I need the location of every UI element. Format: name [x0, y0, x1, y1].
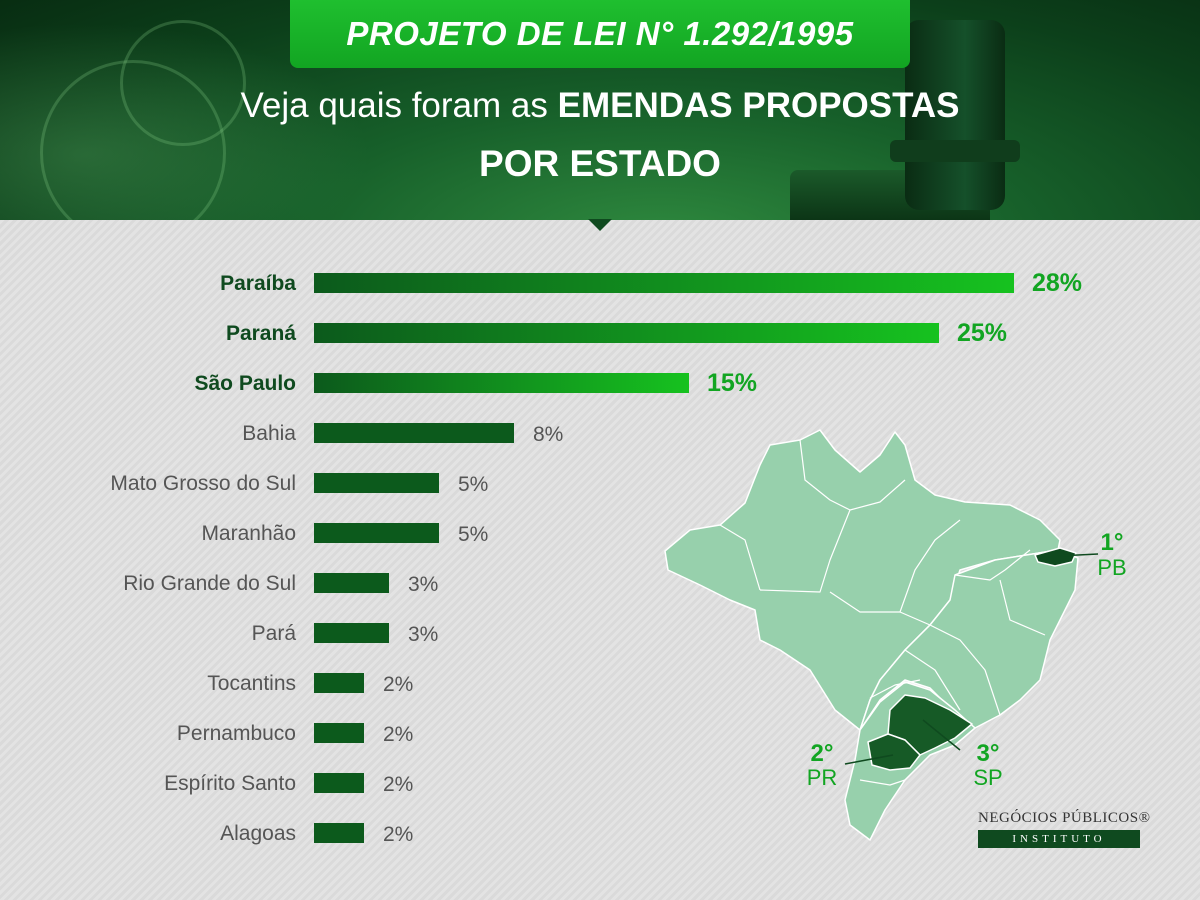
- sp-pointer-line: [922, 719, 961, 751]
- category-label: Maranhão: [201, 522, 296, 545]
- rank-2-number: 2°: [811, 740, 834, 767]
- value-label: 15%: [707, 369, 757, 397]
- bar: [314, 823, 364, 843]
- brazil-map: [664, 429, 1079, 841]
- category-label: Pará: [252, 622, 297, 645]
- bar: [314, 423, 514, 443]
- category-label: Pernambuco: [177, 722, 296, 745]
- value-label: 2%: [383, 773, 413, 796]
- pr-pointer-line: [844, 754, 894, 765]
- category-label: Mato Grosso do Sul: [110, 472, 296, 495]
- rank-3-state: SP: [973, 765, 1002, 790]
- category-label: Bahia: [242, 422, 296, 445]
- justice-scale-decoration: [120, 20, 246, 146]
- bar: [314, 523, 439, 543]
- bar-group: Paraíba 28% Paraná 25% São Paulo 15% Bahia 8% Ma…: [110, 269, 1082, 846]
- header-banner: PROJETO DE LEI N° 1.292/1995 Veja quais …: [0, 0, 1200, 220]
- value-label: 28%: [1032, 269, 1082, 297]
- bar: [314, 573, 389, 593]
- category-label: Tocantins: [207, 672, 296, 695]
- map-state-borders: [719, 439, 1046, 786]
- logo-name: NEGÓCIOS PÚBLICOS®: [978, 810, 1151, 826]
- value-label: 5%: [458, 523, 488, 546]
- subtitle-line-2: POR ESTADO: [479, 143, 721, 184]
- subtitle-line-1: Veja quais foram as EMENDAS PROPOSTAS: [0, 86, 1200, 126]
- gavel-band-decoration: [890, 140, 1020, 162]
- category-label: São Paulo: [194, 372, 296, 395]
- value-label: 2%: [383, 673, 413, 696]
- logo: NEGÓCIOS PÚBLICOS® INSTITUTO: [978, 810, 1151, 848]
- bar: [314, 623, 389, 643]
- value-label: 2%: [383, 723, 413, 746]
- rank-1-number: 1°: [1101, 529, 1124, 556]
- bar: [314, 373, 689, 393]
- bar: [314, 473, 439, 493]
- bar: [314, 673, 364, 693]
- rank-3-number: 3°: [977, 740, 1000, 767]
- map-rank-markers: 1° PB 2° PR 3° SP: [807, 529, 1127, 790]
- page-title: PROJETO DE LEI N° 1.292/1995: [346, 15, 854, 52]
- pb-pointer-line: [1057, 553, 1099, 557]
- value-label: 2%: [383, 823, 413, 846]
- bar-chart: 1° PB 2° PR 3° SP Paraíba 28% Paraná 25% São…: [110, 269, 1127, 846]
- gavel-head-decoration: [905, 20, 1005, 210]
- category-label: Paraíba: [220, 272, 296, 295]
- category-label: Paraná: [226, 322, 296, 345]
- value-label: 5%: [458, 473, 488, 496]
- logo-subtitle: INSTITUTO: [978, 830, 1140, 848]
- value-label: 8%: [533, 423, 563, 446]
- map-state-pr: [867, 733, 921, 771]
- rank-2-state: PR: [807, 765, 838, 790]
- value-label: 3%: [408, 623, 438, 646]
- title-box: PROJETO DE LEI N° 1.292/1995: [290, 0, 910, 68]
- header-pointer: [588, 219, 612, 231]
- value-label: 25%: [957, 319, 1007, 347]
- value-label: 3%: [408, 573, 438, 596]
- category-label: Rio Grande do Sul: [123, 572, 296, 595]
- map-state-pb: [1034, 547, 1077, 567]
- category-label: Espírito Santo: [164, 772, 296, 795]
- bar: [314, 773, 364, 793]
- subtitle-light: Veja quais foram as: [240, 86, 548, 125]
- bar: [314, 323, 939, 343]
- rank-1-state: PB: [1097, 555, 1126, 580]
- subtitle-bold: EMENDAS PROPOSTAS: [557, 86, 960, 125]
- bar: [314, 273, 1014, 293]
- bar: [314, 723, 364, 743]
- category-label: Alagoas: [220, 822, 296, 845]
